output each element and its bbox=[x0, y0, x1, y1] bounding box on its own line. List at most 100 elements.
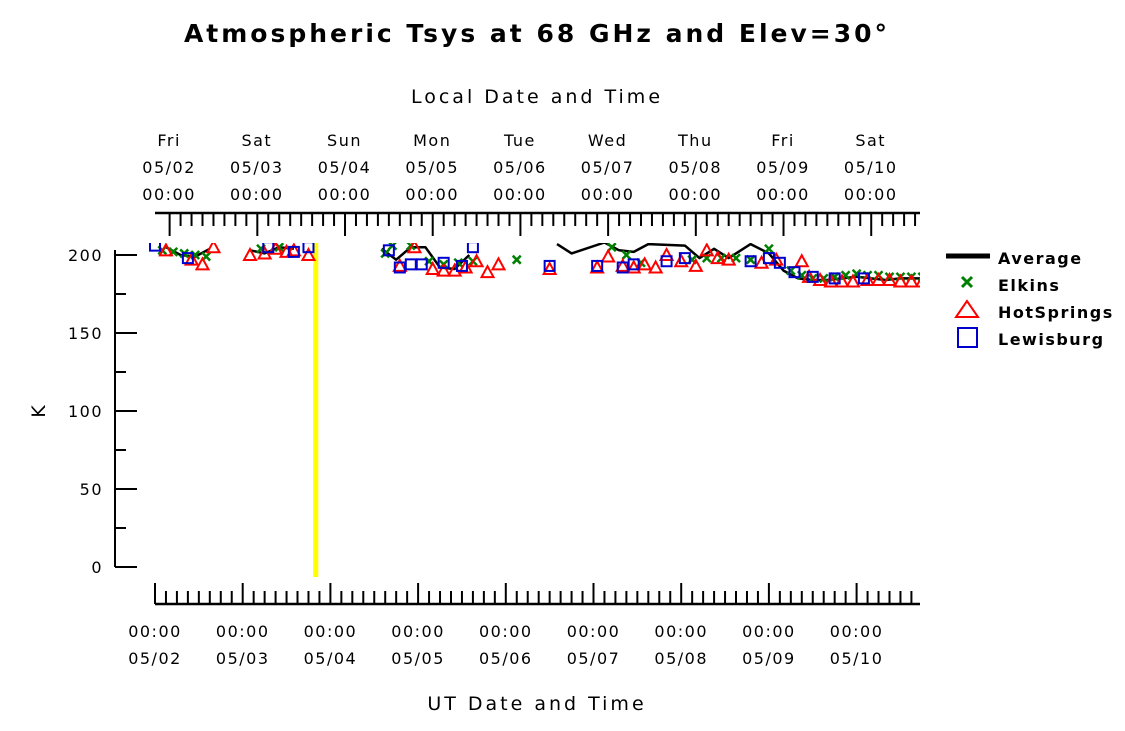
top-tick-date: 05/03 bbox=[230, 158, 284, 177]
top-tick-date: 05/06 bbox=[493, 158, 547, 177]
top-tick-label: Sat 05/10 00:00 bbox=[844, 131, 898, 204]
bottom-tick-label: 00:00 05/05 bbox=[391, 622, 445, 668]
bottom-tick-label: 00:00 05/03 bbox=[216, 622, 268, 668]
legend-item: Elkins bbox=[960, 275, 1060, 295]
elkins-point bbox=[621, 250, 632, 260]
hotsprings-point bbox=[845, 273, 861, 288]
lewisburg-point bbox=[287, 245, 300, 258]
hotsprings-point bbox=[699, 243, 715, 257]
hotsprings-point bbox=[647, 259, 664, 274]
hotsprings-point bbox=[589, 259, 605, 274]
elkins-point bbox=[929, 271, 937, 279]
lewisburg-point bbox=[262, 243, 275, 254]
top-tick-day: Fri bbox=[771, 131, 795, 150]
bottom-tick-date: 05/10 bbox=[830, 649, 884, 668]
elkins-point-stroke bbox=[606, 243, 617, 253]
lewisburg-point bbox=[302, 243, 315, 254]
top-tick-time: 00:00 bbox=[405, 185, 459, 204]
top-tick-time: 00:00 bbox=[230, 185, 284, 204]
lewisburg-point bbox=[404, 258, 417, 271]
legend-item: HotSprings bbox=[954, 299, 1114, 322]
hotsprings-point bbox=[183, 251, 200, 266]
lewisburg-point bbox=[857, 272, 870, 285]
hotsprings-point bbox=[914, 277, 920, 288]
top-tick-date: 05/05 bbox=[405, 158, 459, 177]
hotsprings-point bbox=[673, 253, 689, 268]
hotsprings-point bbox=[721, 251, 737, 266]
hotsprings-point bbox=[490, 256, 507, 271]
legend-label: Lewisburg bbox=[998, 330, 1105, 349]
hotsprings-point bbox=[903, 273, 920, 288]
average-line bbox=[380, 245, 471, 271]
legend-swatch-x bbox=[960, 275, 974, 289]
bottom-tick-date: 05/05 bbox=[391, 649, 445, 668]
top-tick-date: 05/08 bbox=[669, 158, 723, 177]
top-tick-date: 05/02 bbox=[142, 158, 196, 177]
legend: Average Elkins HotSprings Lewisburg bbox=[946, 249, 1114, 349]
lewisburg-point bbox=[788, 266, 801, 279]
legend-item: Average bbox=[946, 249, 1083, 268]
lewisburg-point bbox=[382, 244, 395, 257]
legend-label: Elkins bbox=[998, 276, 1060, 295]
hotsprings-point bbox=[242, 246, 258, 261]
bottom-tick-time: 00:00 bbox=[304, 622, 358, 641]
bottom-tick-date: 05/07 bbox=[567, 649, 621, 668]
lewisburg-point bbox=[455, 259, 468, 272]
top-tick-day: Sat bbox=[241, 131, 272, 150]
y-tick-label: 150 bbox=[68, 324, 103, 343]
top-tick-label: Fri 05/02 00:00 bbox=[142, 131, 196, 204]
y-tick-label: 200 bbox=[68, 246, 103, 265]
elkins-point-stroke bbox=[511, 254, 522, 265]
legend-label: Average bbox=[998, 249, 1083, 268]
hotsprings-point bbox=[468, 253, 485, 268]
bottom-tick-time: 00:00 bbox=[654, 622, 708, 641]
top-tick-time: 00:00 bbox=[581, 185, 635, 204]
chart-title: Atmospheric Tsys at 68 GHz and Elev=30° bbox=[184, 19, 890, 48]
hotsprings-point bbox=[425, 260, 441, 276]
bottom-tick-time: 00:00 bbox=[391, 622, 445, 641]
bottom-tick-date: 05/09 bbox=[742, 649, 796, 668]
top-tick-label: Wed 05/07 00:00 bbox=[581, 131, 635, 204]
bottom-tick-time: 00:00 bbox=[479, 622, 533, 641]
lewisburg-point bbox=[627, 258, 640, 271]
elkins-point-stroke bbox=[917, 271, 920, 277]
hotsprings-point bbox=[892, 273, 909, 288]
lewisburg-point bbox=[181, 252, 194, 265]
lewisburg-point bbox=[806, 270, 819, 283]
elkins-point bbox=[606, 243, 617, 253]
bottom-tick-label: 00:00 05/10 bbox=[830, 622, 884, 668]
bottom-tick-date: 05/06 bbox=[479, 649, 533, 668]
top-tick-day: Thu bbox=[677, 131, 713, 150]
lewisburg-point bbox=[678, 252, 691, 265]
lewisburg-point bbox=[773, 256, 786, 269]
hotsprings-point bbox=[194, 256, 211, 271]
bottom-tick-label: 00:00 05/02 bbox=[128, 622, 180, 668]
bottom-tick-label: 00:00 05/06 bbox=[479, 622, 533, 668]
top-tick-day: Sat bbox=[855, 131, 886, 150]
elkins-point bbox=[764, 243, 774, 254]
hotsprings-point bbox=[457, 259, 474, 274]
elkins-point-stroke bbox=[929, 271, 937, 279]
y-tick-label: 50 bbox=[80, 480, 103, 499]
top-tick-date: 05/10 bbox=[844, 158, 898, 177]
legend-item: Lewisburg bbox=[957, 327, 1105, 349]
legend-label: HotSprings bbox=[998, 303, 1114, 322]
bottom-tick-label: 00:00 05/09 bbox=[742, 622, 796, 668]
bottom-tick-label: 00:00 05/07 bbox=[567, 622, 621, 668]
bottom-axis-label: UT Date and Time bbox=[427, 693, 646, 715]
lewisburg-point bbox=[149, 243, 161, 252]
top-tick-date: 05/09 bbox=[756, 158, 810, 177]
lewisburg-point bbox=[744, 255, 757, 268]
hotsprings-point bbox=[794, 253, 810, 268]
hotsprings-point bbox=[615, 257, 631, 272]
hotsprings-point bbox=[541, 260, 558, 276]
lewisburg-point bbox=[415, 258, 428, 271]
top-tick-date: 05/07 bbox=[581, 158, 635, 177]
top-axis-label: Local Date and Time bbox=[411, 86, 663, 108]
lewisburg-point bbox=[543, 259, 556, 272]
hotsprings-point bbox=[205, 243, 222, 254]
top-tick-date: 05/04 bbox=[318, 158, 372, 177]
hotsprings-point bbox=[392, 257, 408, 272]
elkins-point-stroke bbox=[274, 243, 285, 253]
top-tick-label: Fri 05/09 00:00 bbox=[756, 131, 810, 204]
